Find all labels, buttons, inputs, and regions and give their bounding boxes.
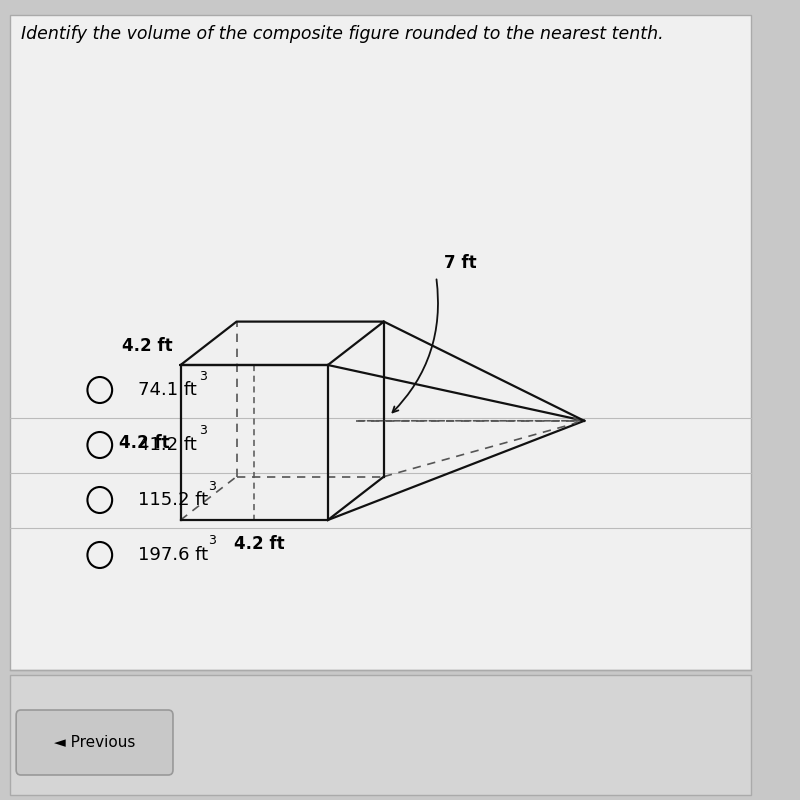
FancyBboxPatch shape <box>10 15 751 670</box>
Text: 3: 3 <box>208 534 216 547</box>
Text: ◄ Previous: ◄ Previous <box>54 735 135 750</box>
Text: 4.2 ft: 4.2 ft <box>118 434 169 451</box>
Text: 3: 3 <box>199 370 207 382</box>
Text: 3: 3 <box>208 479 216 493</box>
Text: 7 ft: 7 ft <box>444 254 476 272</box>
Text: 41.2 ft: 41.2 ft <box>138 436 197 454</box>
Text: 3: 3 <box>199 425 207 438</box>
Text: 197.6 ft: 197.6 ft <box>138 546 208 564</box>
FancyBboxPatch shape <box>16 710 173 775</box>
Text: Identify the volume of the composite figure rounded to the nearest tenth.: Identify the volume of the composite fig… <box>21 25 663 43</box>
Text: 115.2 ft: 115.2 ft <box>138 491 208 509</box>
Text: 4.2 ft: 4.2 ft <box>234 535 284 553</box>
FancyBboxPatch shape <box>10 675 751 795</box>
Text: 74.1 ft: 74.1 ft <box>138 381 197 399</box>
Text: 4.2 ft: 4.2 ft <box>122 337 173 355</box>
